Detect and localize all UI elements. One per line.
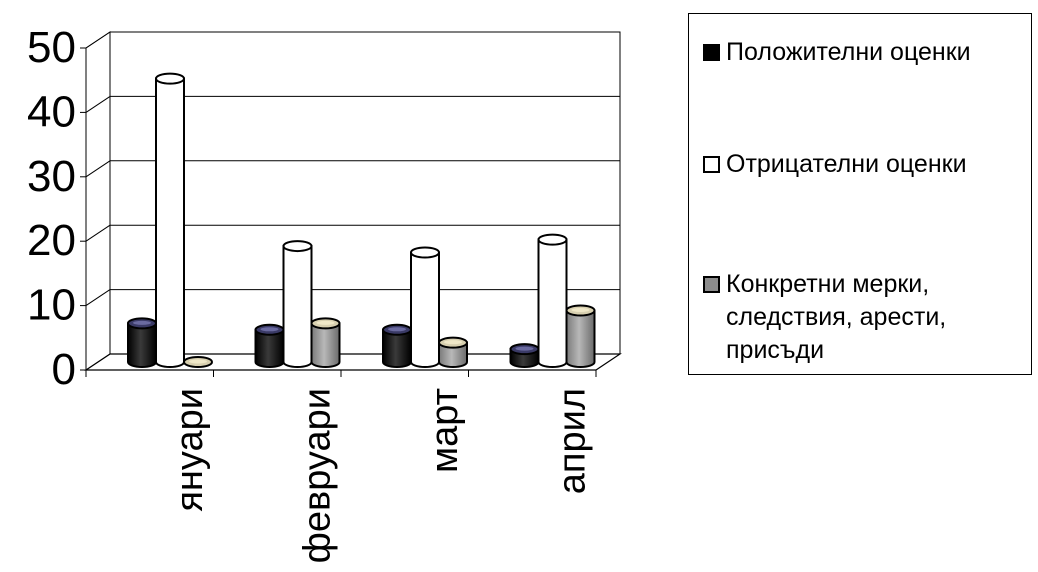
y-tick-label: 50 (27, 23, 76, 72)
y-tick-label: 30 (27, 152, 76, 201)
x-tick-label: март (424, 388, 466, 473)
legend-swatch (703, 276, 720, 293)
legend-swatch (703, 44, 720, 61)
gridline-side (85, 289, 111, 307)
bar-body (127, 322, 157, 368)
x-tick-label: февруари (297, 388, 339, 563)
bars (127, 72, 596, 368)
gridlines (85, 31, 620, 307)
bar-body (155, 77, 185, 368)
bar-top-highlight (288, 243, 307, 248)
y-axis-ticks: 0 10 20 30 40 50 (27, 23, 87, 394)
bar (382, 323, 412, 368)
bar (155, 72, 185, 368)
bar (127, 317, 157, 368)
bar-body (438, 341, 468, 368)
bar (537, 233, 568, 368)
floor (84, 353, 622, 371)
bar (509, 343, 540, 368)
bar-top-highlight (388, 327, 406, 332)
bar (438, 336, 468, 368)
x-tick-label: април (552, 388, 594, 494)
bar (183, 356, 213, 368)
bar-top-highlight (416, 250, 434, 255)
gridline-side (85, 224, 111, 242)
bar-top-highlight (260, 327, 279, 332)
side-wall (85, 31, 111, 371)
legend-item: Отрицателни оценки (703, 148, 1016, 181)
bar-top-highlight (515, 346, 534, 351)
legend-label: Отрицателни оценки (726, 150, 967, 178)
legend-swatch (703, 156, 720, 173)
bar-top-highlight (444, 340, 462, 345)
gridline-side (85, 31, 111, 49)
bar (310, 317, 341, 368)
x-axis-labels: януари февруари март април (85, 370, 597, 563)
bar-body (310, 322, 341, 368)
y-tick-label: 0 (52, 345, 76, 394)
bar-body (410, 251, 440, 368)
bar-top-highlight (189, 359, 207, 364)
bar-body (537, 238, 568, 368)
bar (410, 246, 440, 368)
bar (565, 304, 596, 368)
legend-label: Конкретни мерки, следствия, арести, прис… (726, 270, 947, 364)
bar-top-highlight (543, 237, 562, 242)
bar-top-highlight (571, 307, 590, 312)
bar-top-highlight (133, 320, 151, 325)
legend-label: Положителни оценки (726, 38, 971, 66)
bar-top-highlight (316, 320, 335, 325)
gridline-side (85, 160, 111, 178)
legend-item: Положителни оценки (703, 36, 1016, 69)
y-tick-label: 10 (27, 281, 76, 330)
gridline-side (85, 95, 111, 113)
y-tick-label: 20 (27, 216, 76, 265)
x-tick-label: януари (169, 388, 211, 512)
bar (282, 240, 313, 368)
legend: Положителни оценки Отрицателни оценки Ко… (688, 13, 1032, 375)
legend-item: Конкретни мерки, следствия, арести, прис… (703, 268, 1016, 367)
bar-top-highlight (161, 76, 179, 81)
bar-body (282, 245, 313, 368)
bar-chart: 0 10 20 30 40 50 януари февруари март април (27, 23, 622, 563)
bar-body (565, 309, 596, 368)
y-tick-label: 40 (27, 87, 76, 136)
bar (254, 323, 285, 368)
